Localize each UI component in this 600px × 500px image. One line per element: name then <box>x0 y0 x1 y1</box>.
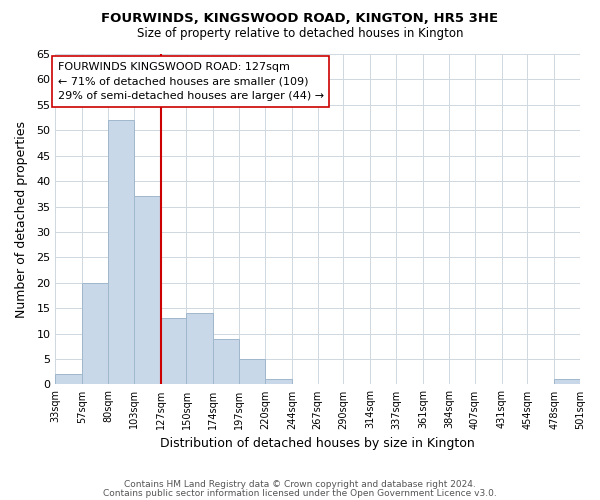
Y-axis label: Number of detached properties: Number of detached properties <box>15 120 28 318</box>
X-axis label: Distribution of detached houses by size in Kington: Distribution of detached houses by size … <box>160 437 475 450</box>
Bar <box>55 374 82 384</box>
Text: Size of property relative to detached houses in Kington: Size of property relative to detached ho… <box>137 28 463 40</box>
Text: FOURWINDS KINGSWOOD ROAD: 127sqm
← 71% of detached houses are smaller (109)
29% : FOURWINDS KINGSWOOD ROAD: 127sqm ← 71% o… <box>58 62 323 101</box>
Bar <box>108 120 134 384</box>
Bar <box>82 283 108 384</box>
Bar <box>554 380 580 384</box>
Text: FOURWINDS, KINGSWOOD ROAD, KINGTON, HR5 3HE: FOURWINDS, KINGSWOOD ROAD, KINGTON, HR5 … <box>101 12 499 26</box>
Text: Contains HM Land Registry data © Crown copyright and database right 2024.: Contains HM Land Registry data © Crown c… <box>124 480 476 489</box>
Bar <box>239 359 265 384</box>
Bar <box>265 380 292 384</box>
Bar <box>161 318 187 384</box>
Bar <box>214 338 239 384</box>
Bar <box>187 314 214 384</box>
Text: Contains public sector information licensed under the Open Government Licence v3: Contains public sector information licen… <box>103 488 497 498</box>
Bar <box>134 196 161 384</box>
